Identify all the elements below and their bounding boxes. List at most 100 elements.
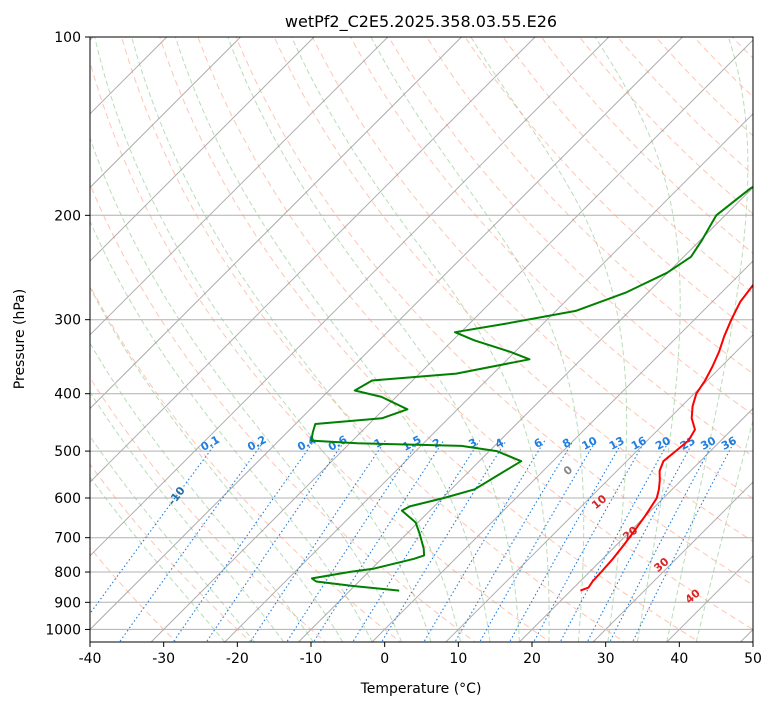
x-tick-label: -10	[300, 651, 323, 667]
mixing-ratio-line	[586, 440, 695, 642]
y-tick-label: 700	[54, 531, 81, 547]
dry-adiabat	[311, 37, 753, 500]
mixing-ratio-label: 2	[430, 436, 443, 451]
mixing-ratio-label: 10	[580, 434, 600, 453]
y-tick-label: 200	[54, 208, 81, 224]
isotherm	[297, 186, 753, 642]
moist-adiabat	[594, 37, 681, 642]
x-tick-label: -20	[226, 651, 249, 667]
moist-adiabat	[94, 37, 432, 642]
x-tick-label: -40	[79, 651, 102, 667]
isotherm	[90, 37, 684, 631]
moist-adiabat	[174, 37, 491, 642]
dry-adiabat	[90, 284, 402, 642]
mixing-ratio-line	[286, 440, 420, 642]
isotherm	[371, 260, 753, 642]
dewpoint-profile	[310, 185, 753, 592]
dry-adiabat	[90, 463, 252, 642]
dry-adiabat	[90, 376, 327, 642]
moist-adiabat	[90, 286, 344, 642]
dry-adiabat	[540, 37, 753, 254]
x-tick-label: 10	[449, 651, 467, 667]
y-tick-label: 400	[54, 387, 81, 403]
x-axis-ticks: -40 -30 -20 -10 0 10 20 30 40 50	[79, 642, 762, 667]
dry-adiabat	[121, 37, 626, 642]
y-tick-label: 100	[54, 30, 81, 46]
mixing-ratio-line	[352, 440, 481, 642]
dry-adiabat	[273, 37, 753, 543]
dry-adiabat	[197, 37, 753, 631]
moist-adiabat	[90, 342, 314, 642]
isotherm	[90, 37, 610, 557]
mixing-ratio-label: 30	[698, 434, 718, 453]
moist-adiabat	[470, 37, 628, 642]
mixing-ratio-label: 36	[719, 434, 739, 453]
isotherm	[90, 37, 168, 115]
moist-adiabat	[90, 220, 373, 642]
chart-title: wetPf2_C2E5.2025.358.03.55.E26	[285, 12, 557, 32]
moist-adiabat	[90, 435, 255, 642]
x-tick-label: 40	[670, 651, 688, 667]
moist-adiabat	[227, 37, 520, 642]
moist-adiabat-label: 40	[683, 586, 703, 606]
mixing-ratio-line	[380, 440, 507, 642]
y-tick-label: 1000	[45, 622, 81, 638]
isotherm	[90, 37, 242, 189]
mixing-ratio-line	[533, 440, 646, 642]
mixing-ratio-line	[312, 440, 445, 642]
y-tick-label: 600	[54, 491, 81, 507]
mixing-ratio-line	[249, 440, 386, 642]
mixing-ratio-line	[118, 440, 265, 642]
x-tick-label: 20	[523, 651, 541, 667]
dry-adiabat	[760, 26, 775, 644]
mixing-ratio-label: 16	[629, 434, 649, 453]
moist-adiabat	[131, 37, 461, 642]
mixing-ratio-line	[172, 440, 315, 642]
line-labels: 0.10.20.40.611.52346810131620253036-100-…	[165, 433, 739, 606]
isotherm	[90, 37, 389, 336]
dry-adiabat	[655, 37, 753, 137]
dry-adiabat	[90, 60, 551, 642]
y-axis-ticks: 100 200 300 400 500 600 700 800 900 1000	[45, 30, 90, 638]
mixing-ratio-label: 13	[607, 434, 627, 453]
mixing-ratio-label: 25	[678, 434, 698, 453]
mixing-ratio-line	[479, 440, 597, 642]
temperature-profile	[580, 283, 753, 592]
mixing-ratio-label: 6	[532, 436, 545, 451]
dry-adiabat	[159, 37, 701, 642]
mixing-ratio-line	[454, 440, 574, 642]
mixing-ratio-line	[631, 440, 736, 642]
isotherm	[90, 37, 315, 262]
isotherm	[90, 37, 536, 483]
x-tick-label: 30	[597, 651, 615, 667]
x-tick-label: -30	[152, 651, 175, 667]
mixing-ratio-line	[508, 440, 624, 642]
dry-adiabat	[616, 37, 753, 176]
moist-adiabat	[291, 37, 550, 642]
x-axis-label: Temperature (°C)	[360, 681, 482, 697]
y-tick-label: 900	[54, 595, 81, 611]
mixing-ratio-line	[559, 440, 670, 642]
x-tick-label: 0	[380, 651, 389, 667]
y-tick-label: 800	[54, 565, 81, 581]
mixing-ratio-label: 20	[653, 434, 673, 453]
isotherm	[90, 37, 463, 410]
dry-adiabat	[235, 37, 753, 586]
dry-adiabat	[388, 37, 753, 416]
y-axis-label: Pressure (hPa)	[12, 289, 28, 389]
profile-lines	[310, 185, 753, 592]
dry-adiabat	[502, 37, 753, 294]
dry-adiabat	[426, 37, 753, 375]
mixing-ratio-line	[423, 440, 546, 642]
y-tick-label: 500	[54, 444, 81, 460]
dry-adiabat	[90, 183, 476, 642]
isotherm	[666, 555, 753, 642]
isotherm	[224, 113, 753, 642]
isotherm	[592, 481, 753, 642]
isotherm	[445, 334, 753, 642]
dry-adiabat	[464, 37, 753, 334]
mixing-ratio-line	[609, 440, 715, 642]
plot-frame	[89, 36, 754, 643]
